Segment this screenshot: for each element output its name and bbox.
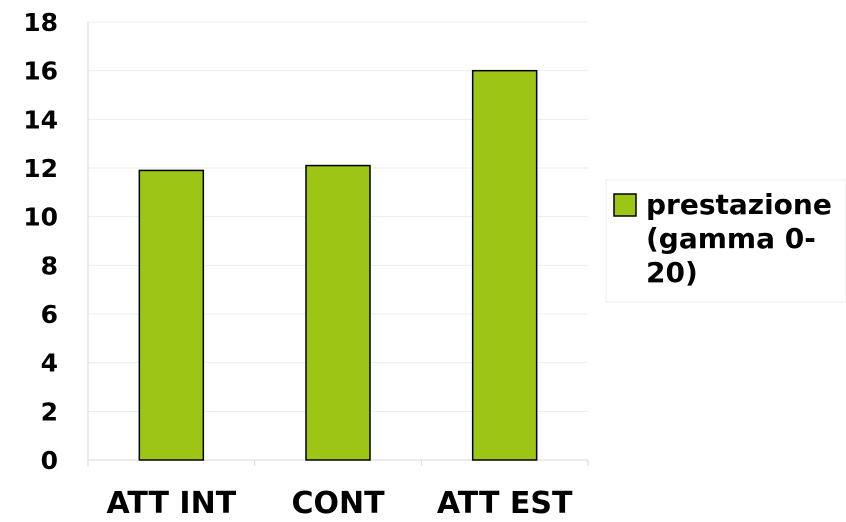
- x-tick-label: ATT INT: [106, 486, 236, 521]
- y-tick-label: 10: [23, 203, 58, 232]
- y-tick-label: 12: [23, 154, 58, 183]
- legend-box: [605, 179, 846, 303]
- y-tick-label: 4: [41, 349, 58, 378]
- y-tick-label: 6: [41, 300, 58, 329]
- bar-cont: [305, 164, 371, 461]
- bars: [138, 69, 538, 461]
- y-tick-label: 16: [23, 57, 58, 86]
- bar-att-est: [471, 69, 538, 461]
- y-tick-label: 14: [23, 105, 58, 134]
- legend-label: prestazione (gamma 0-20): [646, 188, 832, 289]
- y-tick-label: 0: [41, 446, 58, 475]
- y-tick-label: 8: [41, 251, 58, 280]
- x-tick-labels: ATT INT CONT ATT EST: [106, 486, 572, 521]
- y-tick-label: 18: [23, 8, 58, 37]
- legend: prestazione (gamma 0-20): [605, 179, 846, 303]
- x-tick-label: CONT: [291, 486, 385, 521]
- x-tick-label: ATT EST: [437, 486, 573, 521]
- legend-swatch: [613, 193, 637, 217]
- bar-att-int: [138, 169, 205, 461]
- y-tick-labels: 0 2 4 6 8 10 12 14 16 18: [23, 8, 58, 475]
- y-tick-label: 2: [41, 397, 58, 426]
